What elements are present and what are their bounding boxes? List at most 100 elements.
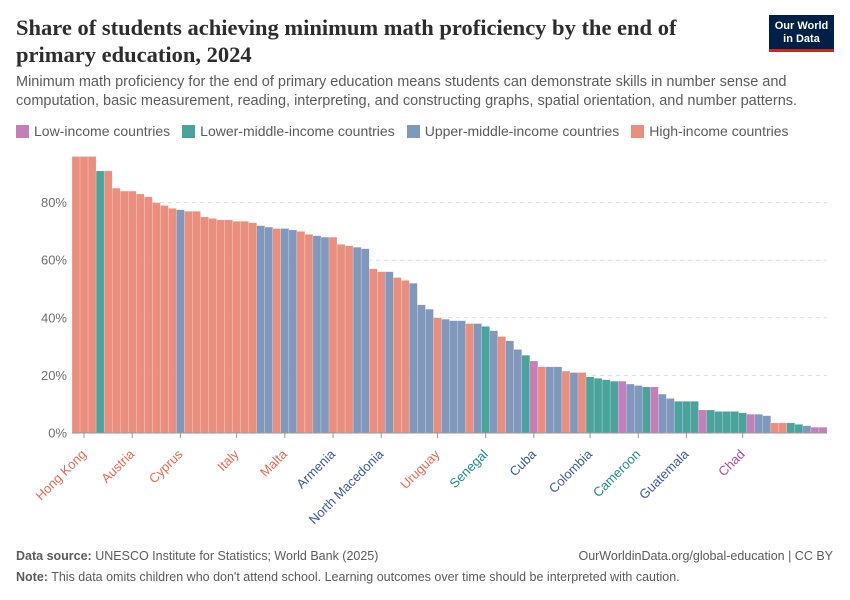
bar[interactable] [505,340,514,434]
bar[interactable] [377,271,386,434]
bar[interactable] [184,211,193,434]
bar[interactable] [650,386,659,434]
bar[interactable] [601,379,611,434]
bar[interactable] [706,409,715,434]
bar[interactable] [144,196,153,434]
bar[interactable] [160,205,169,434]
bar[interactable] [465,323,474,434]
bar[interactable] [176,209,185,434]
bar[interactable] [778,422,788,434]
bar[interactable] [658,393,667,434]
owid-logo[interactable]: Our World in Data [769,15,834,52]
bar[interactable] [168,208,177,434]
bar[interactable] [585,376,595,434]
bar[interactable] [617,380,627,434]
bar[interactable] [87,156,97,434]
bar[interactable] [409,283,418,434]
bar[interactable] [626,383,635,434]
bar[interactable] [577,372,587,434]
bar[interactable] [344,245,354,434]
bar[interactable] [280,228,290,434]
bar[interactable] [449,320,458,434]
bar[interactable] [802,425,812,434]
bar[interactable] [521,355,531,434]
bar[interactable] [128,190,137,434]
bar[interactable] [304,234,314,434]
bar[interactable] [545,366,555,434]
bar[interactable] [642,386,651,434]
bar[interactable] [561,370,571,434]
bar[interactable] [682,401,691,434]
bar[interactable] [152,202,161,434]
bar[interactable] [794,424,804,434]
bar[interactable] [288,229,298,434]
bar[interactable] [489,330,498,434]
bar[interactable] [786,422,796,434]
bar[interactable] [272,228,282,434]
bar[interactable] [609,380,619,434]
bar[interactable] [738,412,747,434]
bar[interactable] [481,326,490,434]
bar[interactable] [810,427,820,434]
bar[interactable] [537,366,547,434]
bar[interactable] [216,219,225,434]
bar[interactable] [119,190,129,434]
bar[interactable] [553,366,563,434]
bar[interactable] [79,156,89,434]
bar[interactable] [136,193,145,434]
bar[interactable] [368,268,378,434]
bar[interactable] [698,409,707,434]
bar[interactable] [433,317,442,434]
bar[interactable] [95,170,105,434]
bar[interactable] [666,398,675,434]
bar[interactable] [103,170,113,434]
bar[interactable] [192,211,201,434]
bar[interactable] [746,414,755,434]
bar[interactable] [336,244,346,434]
bar[interactable] [320,236,330,434]
bar[interactable] [529,360,539,434]
bar[interactable] [417,304,426,434]
bar[interactable] [473,323,482,434]
bar[interactable] [722,411,731,434]
bar[interactable] [256,225,265,434]
bar[interactable] [248,222,257,434]
bar[interactable] [441,319,450,434]
bar[interactable] [224,219,233,434]
bar[interactable] [352,247,362,434]
bar[interactable] [770,422,780,434]
bar[interactable] [762,415,771,434]
bar[interactable] [674,401,683,434]
bar[interactable] [401,280,410,434]
bar[interactable] [497,336,506,434]
bar[interactable] [457,320,466,434]
bar[interactable] [328,236,338,434]
legend-item-lower-middle-income[interactable]: Lower-middle-income countries [182,123,395,139]
bar[interactable] [360,248,370,434]
legend-item-high-income[interactable]: High-income countries [631,123,789,139]
source-url-link[interactable]: OurWorldinData.org/global-education | CC… [578,549,833,563]
legend-item-low-income[interactable]: Low-income countries [16,123,170,139]
bar[interactable] [111,187,121,434]
bar[interactable] [200,216,209,434]
bar[interactable] [208,218,217,434]
bar[interactable] [385,271,394,434]
bar[interactable] [393,277,402,434]
bar[interactable] [232,221,241,434]
bar[interactable] [593,378,603,434]
bar[interactable] [513,349,522,434]
bar[interactable] [240,221,249,434]
bar[interactable] [312,235,322,434]
bar[interactable] [714,411,723,434]
bar[interactable] [730,411,739,434]
legend-item-upper-middle-income[interactable]: Upper-middle-income countries [406,123,619,139]
bar[interactable] [754,414,763,434]
bar[interactable] [425,308,434,434]
bar[interactable] [818,427,828,434]
bar[interactable] [71,156,81,434]
bar[interactable] [296,231,306,434]
bar[interactable] [264,226,273,434]
bar[interactable] [569,372,579,434]
bar[interactable] [634,385,643,434]
bar[interactable] [690,401,699,434]
